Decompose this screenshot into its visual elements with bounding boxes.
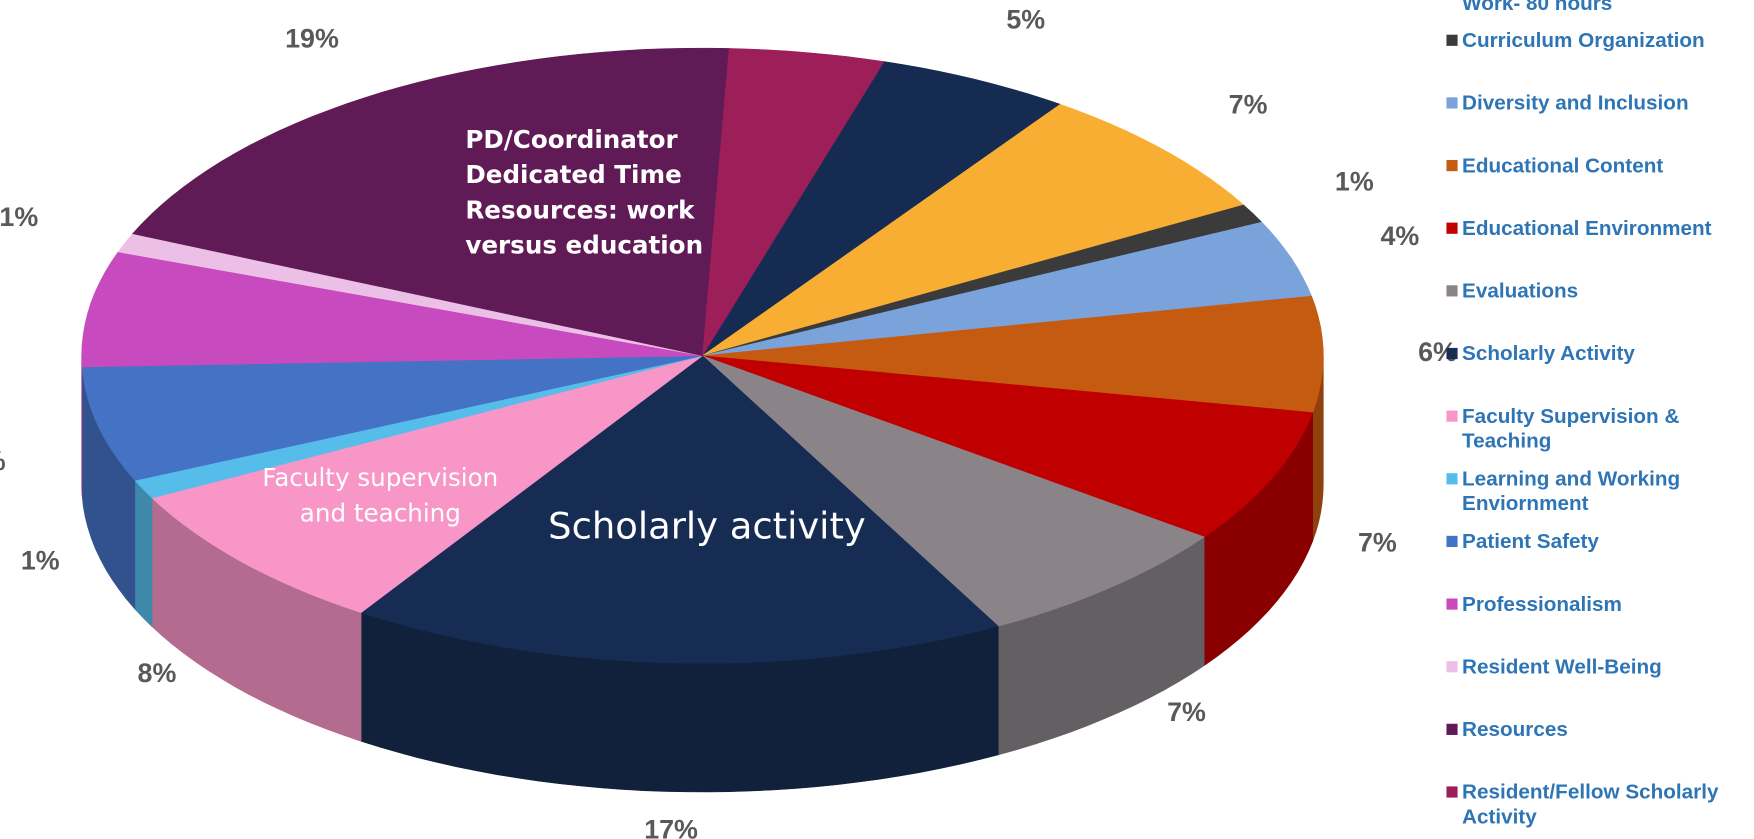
data-label: 1% <box>0 202 38 232</box>
legend-item: Educational Environment <box>1446 216 1750 241</box>
legend-entry: Educational Environment <box>1446 216 1750 241</box>
data-label: 7% <box>1167 697 1206 727</box>
legend-item: Resources <box>1446 717 1750 742</box>
legend-item: Resident/Fellow Scholarly Activity <box>1446 780 1750 829</box>
legend-entry: Resident/Fellow Scholarly Activity <box>1446 780 1750 829</box>
legend-label: Resources <box>1462 717 1568 741</box>
legend-label: Diversity and Inclusion <box>1462 90 1689 115</box>
data-label: 5% <box>1006 5 1045 35</box>
legend-entry: Educational Content <box>1446 153 1750 178</box>
legend-swatch <box>1446 661 1458 673</box>
slice <box>702 221 1312 357</box>
legend-swatch <box>1446 535 1458 548</box>
data-label: 6% <box>0 446 6 476</box>
legend-swatch <box>1446 34 1458 46</box>
legend-label: Scholarly Activity <box>1462 341 1635 365</box>
legend-label: Evaluations <box>1462 278 1579 303</box>
slice <box>702 295 1324 413</box>
legend-item: Resident Well-Being <box>1446 654 1750 679</box>
legend-swatch <box>1446 285 1458 297</box>
legend-item: Professionalism <box>1446 592 1750 617</box>
legend-item: Educational Content <box>1446 153 1750 178</box>
slice <box>81 355 703 481</box>
data-label: 4% <box>1380 221 1419 251</box>
legend-label: Educational Content <box>1462 153 1664 177</box>
legend-swatch <box>1446 723 1458 735</box>
data-label: 8% <box>138 658 177 688</box>
legend-label: Learning and Working Enviornment <box>1462 466 1681 515</box>
legend-entry: Learning and Working Enviornment <box>1446 466 1750 515</box>
legend-label: Curriculum Organization <box>1462 27 1705 52</box>
legend-entry: Diversity and Inclusion <box>1446 91 1750 116</box>
legend-item: Diversity and Inclusion <box>1446 91 1750 116</box>
data-label: 7% <box>1358 528 1397 558</box>
data-label: 17% <box>644 815 698 839</box>
legend-label: Educational Environment <box>1462 215 1712 240</box>
legend-swatch <box>1446 598 1458 610</box>
slice <box>702 61 1061 356</box>
legend-entry: Professionalism <box>1446 592 1750 617</box>
legend-item: Scholarly Activity <box>1446 341 1750 366</box>
data-label: 1% <box>21 546 60 576</box>
slice <box>151 355 703 613</box>
legend-swatch <box>1446 347 1458 360</box>
legend-entry: Resident Well-Being <box>1446 654 1750 679</box>
legend-swatch <box>1446 786 1458 798</box>
slice <box>81 251 703 368</box>
legend-item: Learning and Working Enviornment <box>1446 466 1750 515</box>
legend-label: Professionalism <box>1462 591 1622 616</box>
slice <box>702 103 1245 357</box>
legend-swatch <box>1446 97 1458 109</box>
data-label: 19% <box>285 23 339 53</box>
data-label: 4% <box>807 0 846 2</box>
legend-swatch <box>1446 410 1458 422</box>
annotation: Scholarly activity <box>548 505 866 548</box>
legend-entry: Scholarly Activity <box>1446 341 1750 366</box>
legend-label: Resident/Fellow Scholarly Activity <box>1462 779 1719 828</box>
data-label: 7% <box>1229 89 1268 119</box>
legend-entry: Evaluations <box>1446 279 1750 304</box>
slice <box>132 47 730 357</box>
legend-label: Patient Safety <box>1462 529 1599 553</box>
slice <box>702 355 1205 627</box>
annotation: Faculty supervision <box>262 463 498 492</box>
annotation: and teaching <box>300 499 461 528</box>
slice-side <box>134 479 153 628</box>
legend-swatch <box>1446 473 1458 485</box>
data-label: 1% <box>1335 167 1374 197</box>
annotation: Dedicated Time <box>465 160 681 189</box>
legend-label: Resident Well-Being <box>1462 654 1662 678</box>
annotation: PD/Coordinator <box>465 125 678 154</box>
legend-entry: Faculty Supervision & Teaching <box>1446 404 1750 453</box>
legend-swatch <box>1446 159 1458 172</box>
legend-item: Curriculum Organization <box>1446 28 1750 53</box>
slice <box>360 355 999 664</box>
annotation: Resources: work <box>465 195 695 224</box>
legend-item: Work- 80 hours <box>1446 0 1750 16</box>
legend-item: Faculty Supervision & Teaching <box>1446 404 1750 453</box>
slice <box>702 48 885 356</box>
legend-entry: Resources <box>1446 717 1750 742</box>
legend-item: Patient Safety <box>1446 529 1750 554</box>
annotation: versus education <box>465 231 703 260</box>
legend-label: Work- 80 hours <box>1462 0 1613 15</box>
slice <box>702 355 1314 538</box>
legend-label: Faculty Supervision & Teaching <box>1462 403 1680 452</box>
legend-entry: Patient Safety <box>1446 529 1750 554</box>
legend-entry: Curriculum Organization <box>1446 28 1750 53</box>
legend-item: Evaluations <box>1446 279 1750 304</box>
legend-swatch <box>1446 222 1458 234</box>
legend-entry: Work- 80 hours <box>1446 0 1750 16</box>
